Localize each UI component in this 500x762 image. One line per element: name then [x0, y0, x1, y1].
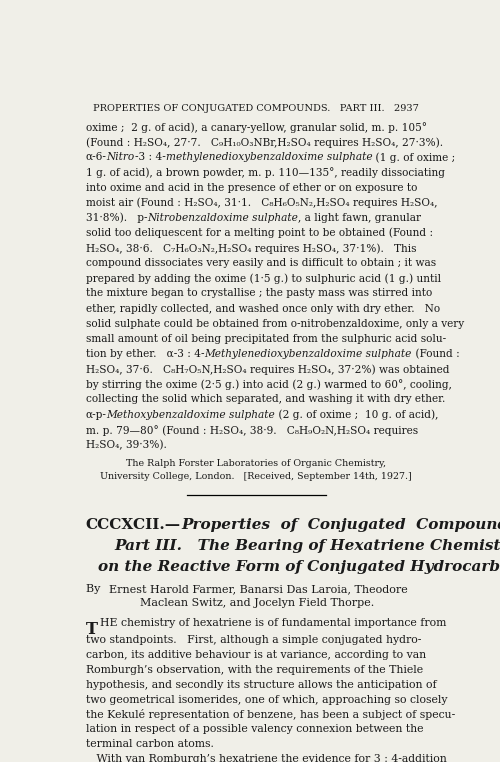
- Text: collecting the solid which separated, and washing it with dry ether.: collecting the solid which separated, an…: [86, 395, 445, 405]
- Text: The Ralph Forster Laboratories of Organic Chemistry,: The Ralph Forster Laboratories of Organi…: [126, 459, 386, 468]
- Text: the mixture began to crystallise ; the pasty mass was stirred into: the mixture began to crystallise ; the p…: [86, 289, 432, 299]
- Text: H₂SO₄, 38·6.   C₇H₆O₃N₂,H₂SO₄ requires H₂SO₄, 37·1%).   This: H₂SO₄, 38·6. C₇H₆O₃N₂,H₂SO₄ requires H₂S…: [86, 243, 416, 254]
- Text: , a light fawn, granular: , a light fawn, granular: [298, 213, 421, 223]
- Text: (2 g. of oxime ;  10 g. of acid),: (2 g. of oxime ; 10 g. of acid),: [276, 409, 439, 420]
- Text: moist air (Found : H₂SO₄, 31·1.   C₈H₆O₅N₂,H₂SO₄ requires H₂SO₄,: moist air (Found : H₂SO₄, 31·1. C₈H₆O₅N₂…: [86, 197, 437, 208]
- Text: CCCXCII.—: CCCXCII.—: [86, 518, 181, 532]
- Text: Part III.   The Bearing of Hexatriene Chemistry: Part III. The Bearing of Hexatriene Chem…: [115, 539, 500, 553]
- Text: methylenedioxybenzaldoxime sulphate: methylenedioxybenzaldoxime sulphate: [166, 152, 372, 162]
- Text: -3 : 4-: -3 : 4-: [135, 152, 166, 162]
- Text: on the Reactive Form of Conjugated Hydrocarbons.: on the Reactive Form of Conjugated Hydro…: [98, 560, 500, 575]
- Text: PROPERTIES OF CONJUGATED COMPOUNDS.   PART III.   2937: PROPERTIES OF CONJUGATED COMPOUNDS. PART…: [94, 104, 419, 114]
- Text: by stirring the oxime (2·5 g.) into acid (2 g.) warmed to 60°, cooling,: by stirring the oxime (2·5 g.) into acid…: [86, 379, 452, 390]
- Text: terminal carbon atoms.: terminal carbon atoms.: [86, 739, 214, 749]
- Text: the Kekulé representation of benzene, has been a subject of specu-: the Kekulé representation of benzene, ha…: [86, 709, 455, 720]
- Text: α-6-: α-6-: [86, 152, 106, 162]
- Text: Ernest Harold Farmer, Banarsi Das Laroia, Theodore: Ernest Harold Farmer, Banarsi Das Laroia…: [109, 584, 408, 594]
- Text: H₂SO₄, 39·3%).: H₂SO₄, 39·3%).: [86, 440, 166, 450]
- Text: hypothesis, and secondly its structure allows the anticipation of: hypothesis, and secondly its structure a…: [86, 680, 437, 690]
- Text: oxime ;  2 g. of acid), a canary-yellow, granular solid, m. p. 105°: oxime ; 2 g. of acid), a canary-yellow, …: [86, 122, 427, 133]
- Text: lation in respect of a possible valency connexion between the: lation in respect of a possible valency …: [86, 724, 423, 734]
- Text: carbon, its additive behaviour is at variance, according to van: carbon, its additive behaviour is at var…: [86, 650, 426, 660]
- Text: two standpoints.   First, although a simple conjugated hydro-: two standpoints. First, although a simpl…: [86, 636, 421, 645]
- Text: Methoxybenzaldoxime sulphate: Methoxybenzaldoxime sulphate: [106, 409, 276, 420]
- Text: By: By: [86, 584, 104, 594]
- Text: compound dissociates very easily and is difficult to obtain ; it was: compound dissociates very easily and is …: [86, 258, 436, 268]
- Text: solid too deliquescent for a melting point to be obtained (Found :: solid too deliquescent for a melting poi…: [86, 228, 433, 239]
- Text: (Found :: (Found :: [412, 349, 460, 360]
- Text: Maclean Switz, and Jocelyn Field Thorpe.: Maclean Switz, and Jocelyn Field Thorpe.: [140, 598, 374, 608]
- Text: Nitro: Nitro: [106, 152, 135, 162]
- Text: Methylenedioxybenzaldoxime sulphate: Methylenedioxybenzaldoxime sulphate: [204, 349, 412, 359]
- Text: small amount of oil being precipitated from the sulphuric acid solu-: small amount of oil being precipitated f…: [86, 334, 446, 344]
- Text: m. p. 79—80° (Found : H₂SO₄, 38·9.   C₈H₉O₂N,H₂SO₄ requires: m. p. 79—80° (Found : H₂SO₄, 38·9. C₈H₉O…: [86, 424, 418, 436]
- Text: HE chemistry of hexatriene is of fundamental importance from: HE chemistry of hexatriene is of fundame…: [100, 618, 447, 628]
- Text: prepared by adding the oxime (1·5 g.) to sulphuric acid (1 g.) until: prepared by adding the oxime (1·5 g.) to…: [86, 274, 441, 284]
- Text: (1 g. of oxime ;: (1 g. of oxime ;: [372, 152, 456, 163]
- Text: (Found : H₂SO₄, 27·7.   C₉H₁₀O₃NBr,H₂SO₄ requires H₂SO₄, 27·3%).: (Found : H₂SO₄, 27·7. C₉H₁₀O₃NBr,H₂SO₄ r…: [86, 137, 443, 148]
- Text: T: T: [86, 620, 98, 638]
- Text: Properties  of  Conjugated  Compounds.: Properties of Conjugated Compounds.: [181, 518, 500, 532]
- Text: University College, London.   [​Received, September 14th, 1927.]: University College, London. [​Received, …: [100, 472, 412, 482]
- Text: ether, rapidly collected, and washed once only with dry ether.   No: ether, rapidly collected, and washed onc…: [86, 303, 440, 314]
- Text: into oxime and acid in the presence of ether or on exposure to: into oxime and acid in the presence of e…: [86, 183, 417, 193]
- Text: two geometrical isomerides, one of which, approaching so closely: two geometrical isomerides, one of which…: [86, 694, 448, 705]
- Text: With van Romburgh’s hexatriene the evidence for 3 : 4-addition: With van Romburgh’s hexatriene the evide…: [86, 754, 447, 762]
- Text: H₂SO₄, 37·6.   C₈H₇O₅N,H₂SO₄ requires H₂SO₄, 37·2%) was obtained: H₂SO₄, 37·6. C₈H₇O₅N,H₂SO₄ requires H₂SO…: [86, 364, 449, 375]
- Text: tion by ether.   α-3 : 4-: tion by ether. α-3 : 4-: [86, 349, 204, 359]
- Text: α-p-: α-p-: [86, 409, 106, 420]
- Text: 1 g. of acid), a brown powder, m. p. 110—135°, readily dissociating: 1 g. of acid), a brown powder, m. p. 110…: [86, 168, 445, 178]
- Text: 31·8%).   p-: 31·8%). p-: [86, 213, 147, 223]
- Text: CCCXCII.—: CCCXCII.—: [86, 518, 181, 532]
- Text: Nitrobenzaldoxime sulphate: Nitrobenzaldoxime sulphate: [147, 213, 298, 223]
- Text: solid sulphate could be obtained from o-nitrobenzaldoxime, only a very: solid sulphate could be obtained from o-…: [86, 319, 464, 328]
- Text: Romburgh’s observation, with the requirements of the Thiele: Romburgh’s observation, with the require…: [86, 665, 423, 675]
